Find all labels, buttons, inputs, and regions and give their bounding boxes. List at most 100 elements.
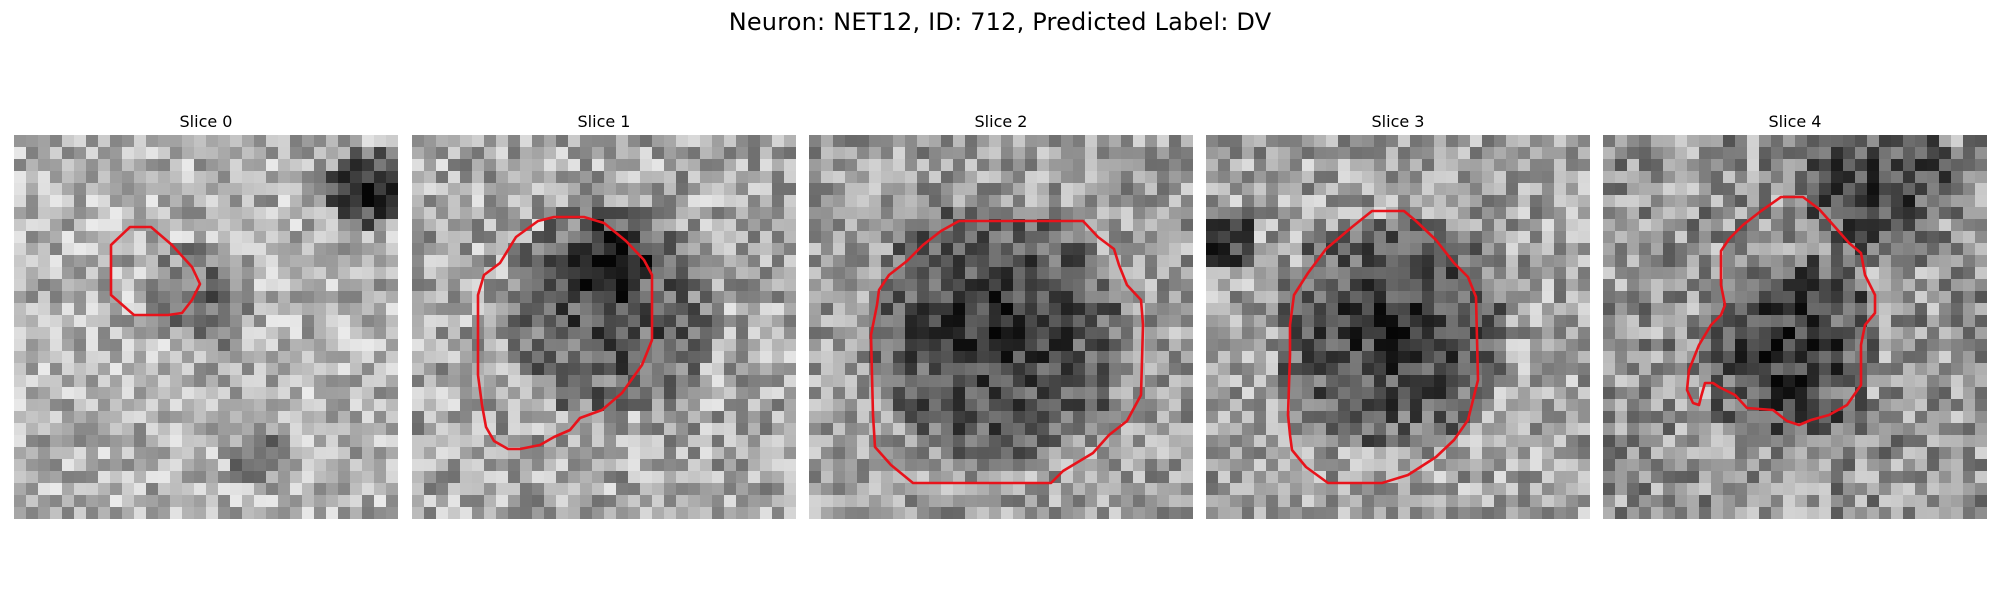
image-pixel <box>664 255 676 267</box>
image-pixel <box>1759 147 1771 159</box>
image-pixel <box>1230 315 1242 327</box>
image-pixel <box>1109 435 1121 447</box>
image-pixel <box>965 507 977 519</box>
image-pixel <box>1542 183 1554 195</box>
image-pixel <box>1422 327 1434 339</box>
image-pixel <box>1326 399 1338 411</box>
image-pixel <box>302 507 314 519</box>
image-pixel <box>1025 231 1037 243</box>
image-pixel <box>290 363 302 375</box>
image-pixel <box>1651 435 1663 447</box>
image-pixel <box>1530 171 1542 183</box>
image-pixel <box>484 507 496 519</box>
image-pixel <box>676 195 688 207</box>
image-pixel <box>508 183 520 195</box>
image-pixel <box>1326 279 1338 291</box>
image-pixel <box>736 315 748 327</box>
image-pixel <box>688 327 700 339</box>
image-pixel <box>230 375 242 387</box>
image-pixel <box>580 279 592 291</box>
image-pixel <box>338 231 350 243</box>
image-pixel <box>1169 147 1181 159</box>
image-pixel <box>1723 231 1735 243</box>
image-pixel <box>436 435 448 447</box>
image-pixel <box>1061 159 1073 171</box>
image-pixel <box>1771 303 1783 315</box>
image-pixel <box>1879 351 1891 363</box>
image-pixel <box>302 459 314 471</box>
image-pixel <box>1266 327 1278 339</box>
image-pixel <box>532 423 544 435</box>
image-pixel <box>1759 267 1771 279</box>
image-pixel <box>1121 207 1133 219</box>
image-pixel <box>1013 483 1025 495</box>
image-pixel <box>1133 423 1145 435</box>
image-pixel <box>1470 207 1482 219</box>
image-pixel <box>736 423 748 435</box>
image-pixel <box>206 159 218 171</box>
image-pixel <box>1398 375 1410 387</box>
image-pixel <box>424 147 436 159</box>
image-pixel <box>1566 447 1578 459</box>
slice-title-1: Slice 1 <box>577 112 631 131</box>
image-pixel <box>38 495 50 507</box>
image-pixel <box>1061 243 1073 255</box>
image-pixel <box>809 303 821 315</box>
image-pixel <box>1206 495 1218 507</box>
image-pixel <box>977 375 989 387</box>
image-pixel <box>1314 303 1326 315</box>
image-pixel <box>412 219 424 231</box>
image-pixel <box>748 423 760 435</box>
image-pixel <box>508 399 520 411</box>
image-pixel <box>748 327 760 339</box>
image-pixel <box>1073 303 1085 315</box>
image-pixel <box>1302 339 1314 351</box>
image-pixel <box>1037 183 1049 195</box>
image-pixel <box>1278 375 1290 387</box>
image-pixel <box>1133 459 1145 471</box>
image-pixel <box>194 399 206 411</box>
image-pixel <box>350 147 362 159</box>
image-pixel <box>1542 207 1554 219</box>
image-pixel <box>1169 303 1181 315</box>
image-pixel <box>712 171 724 183</box>
image-pixel <box>110 159 122 171</box>
image-pixel <box>86 267 98 279</box>
image-pixel <box>1470 447 1482 459</box>
image-pixel <box>1711 195 1723 207</box>
image-pixel <box>544 399 556 411</box>
image-pixel <box>1362 435 1374 447</box>
image-pixel <box>1651 267 1663 279</box>
image-pixel <box>893 483 905 495</box>
image-pixel <box>1891 147 1903 159</box>
image-pixel <box>146 327 158 339</box>
image-pixel <box>760 231 772 243</box>
image-pixel <box>905 483 917 495</box>
image-pixel <box>688 411 700 423</box>
image-pixel <box>472 411 484 423</box>
image-pixel <box>412 387 424 399</box>
image-pixel <box>86 279 98 291</box>
image-pixel <box>1398 135 1410 147</box>
image-pixel <box>14 399 26 411</box>
image-pixel <box>977 387 989 399</box>
image-pixel <box>1181 351 1193 363</box>
image-pixel <box>1097 447 1109 459</box>
image-pixel <box>1927 255 1939 267</box>
image-pixel <box>532 351 544 363</box>
image-pixel <box>14 375 26 387</box>
image-pixel <box>809 471 821 483</box>
image-pixel <box>1891 435 1903 447</box>
image-pixel <box>1097 183 1109 195</box>
image-pixel <box>122 159 134 171</box>
image-pixel <box>664 495 676 507</box>
image-pixel <box>1795 231 1807 243</box>
image-pixel <box>1879 387 1891 399</box>
image-pixel <box>1398 147 1410 159</box>
image-pixel <box>194 291 206 303</box>
image-pixel <box>568 483 580 495</box>
image-pixel <box>1530 183 1542 195</box>
image-pixel <box>1699 423 1711 435</box>
image-pixel <box>278 447 290 459</box>
image-pixel <box>1735 435 1747 447</box>
